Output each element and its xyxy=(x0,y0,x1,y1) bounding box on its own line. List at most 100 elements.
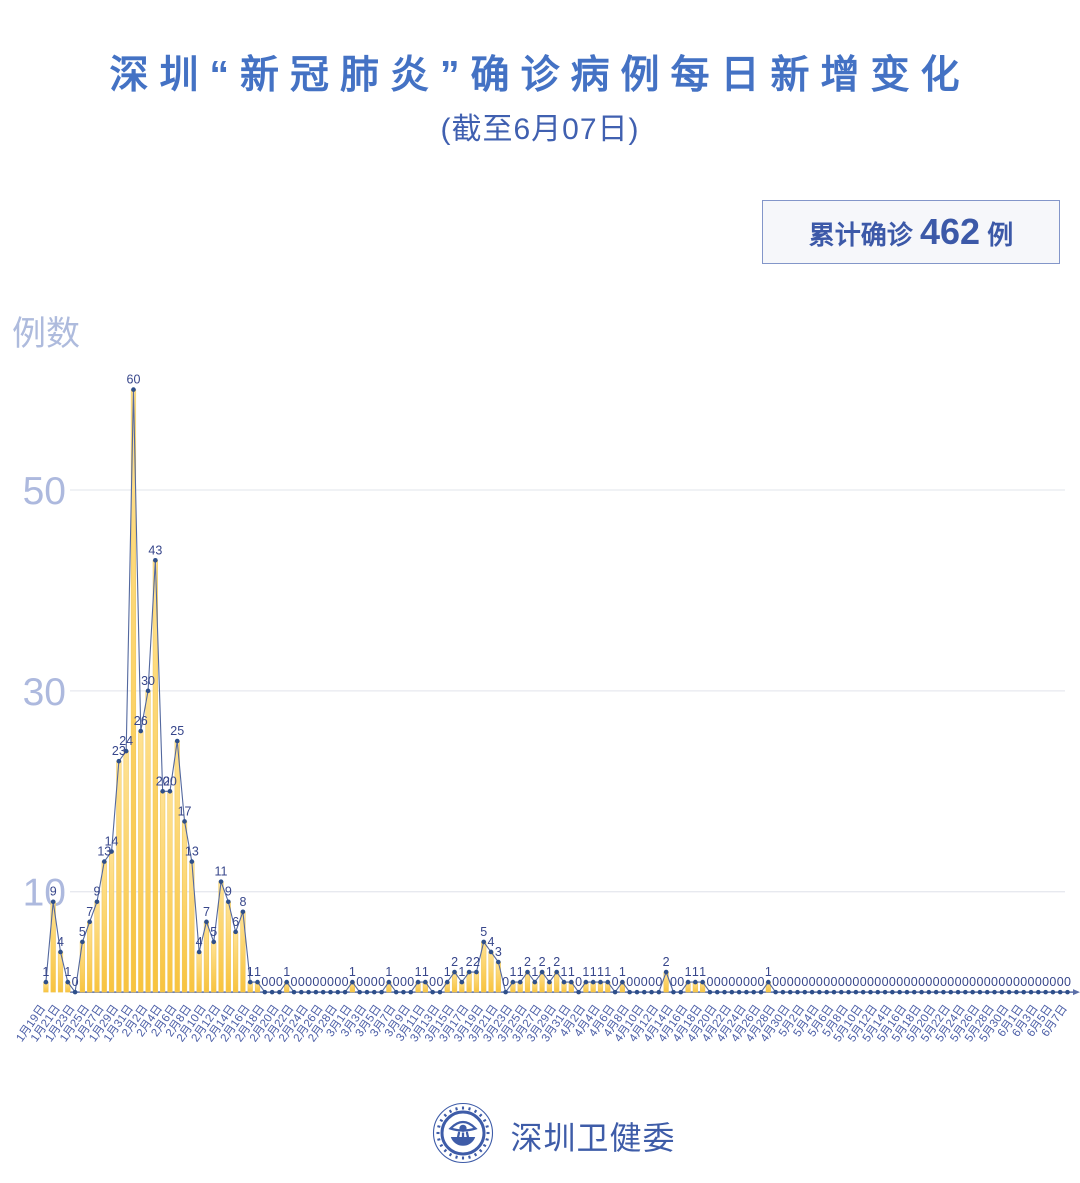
svg-text:0: 0 xyxy=(371,975,378,989)
svg-text:0: 0 xyxy=(641,975,648,989)
svg-text:2: 2 xyxy=(663,955,670,969)
svg-text:0: 0 xyxy=(342,975,349,989)
svg-text:0: 0 xyxy=(809,975,816,989)
svg-text:0: 0 xyxy=(794,975,801,989)
svg-text:0: 0 xyxy=(1006,975,1013,989)
svg-text:1: 1 xyxy=(247,965,254,979)
svg-text:2: 2 xyxy=(466,955,473,969)
svg-text:0: 0 xyxy=(896,975,903,989)
svg-text:0: 0 xyxy=(758,975,765,989)
svg-text:0: 0 xyxy=(320,975,327,989)
svg-text:0: 0 xyxy=(882,975,889,989)
svg-text:1: 1 xyxy=(517,965,524,979)
svg-text:1: 1 xyxy=(422,965,429,979)
svg-text:0: 0 xyxy=(925,975,932,989)
svg-text:0: 0 xyxy=(1064,975,1071,989)
svg-text:2: 2 xyxy=(451,955,458,969)
svg-text:4: 4 xyxy=(196,935,203,949)
svg-text:0: 0 xyxy=(312,975,319,989)
svg-text:0: 0 xyxy=(436,975,443,989)
svg-text:1: 1 xyxy=(444,965,451,979)
svg-text:1: 1 xyxy=(546,965,553,979)
svg-text:10: 10 xyxy=(23,872,66,915)
svg-text:0: 0 xyxy=(918,975,925,989)
svg-text:0: 0 xyxy=(1057,975,1064,989)
svg-text:0: 0 xyxy=(612,975,619,989)
svg-text:0: 0 xyxy=(903,975,910,989)
svg-text:1: 1 xyxy=(692,965,699,979)
svg-text:0: 0 xyxy=(743,975,750,989)
svg-text:0: 0 xyxy=(801,975,808,989)
svg-text:1: 1 xyxy=(415,965,422,979)
svg-text:0: 0 xyxy=(291,975,298,989)
svg-text:1: 1 xyxy=(619,965,626,979)
svg-text:0: 0 xyxy=(1028,975,1035,989)
svg-text:0: 0 xyxy=(356,975,363,989)
svg-text:0: 0 xyxy=(378,975,385,989)
svg-text:0: 0 xyxy=(750,975,757,989)
svg-text:9: 9 xyxy=(94,885,101,899)
svg-text:0: 0 xyxy=(867,975,874,989)
svg-text:1: 1 xyxy=(385,965,392,979)
svg-text:0: 0 xyxy=(633,975,640,989)
svg-text:0: 0 xyxy=(823,975,830,989)
svg-text:0: 0 xyxy=(393,975,400,989)
svg-text:20: 20 xyxy=(163,774,177,788)
svg-text:1: 1 xyxy=(699,965,706,979)
svg-text:5: 5 xyxy=(480,925,487,939)
svg-text:0: 0 xyxy=(1020,975,1027,989)
svg-text:0: 0 xyxy=(874,975,881,989)
svg-text:0: 0 xyxy=(969,975,976,989)
svg-text:2: 2 xyxy=(553,955,560,969)
svg-text:9: 9 xyxy=(50,885,57,899)
svg-text:1: 1 xyxy=(604,965,611,979)
svg-text:0: 0 xyxy=(772,975,779,989)
svg-text:0: 0 xyxy=(655,975,662,989)
svg-text:4: 4 xyxy=(57,935,64,949)
svg-text:1: 1 xyxy=(597,965,604,979)
svg-text:0: 0 xyxy=(714,975,721,989)
svg-text:0: 0 xyxy=(305,975,312,989)
svg-text:13: 13 xyxy=(185,845,199,859)
svg-text:0: 0 xyxy=(261,975,268,989)
svg-text:0: 0 xyxy=(947,975,954,989)
svg-text:30: 30 xyxy=(23,671,66,714)
svg-text:0: 0 xyxy=(269,975,276,989)
svg-text:0: 0 xyxy=(955,975,962,989)
svg-text:6: 6 xyxy=(232,915,239,929)
svg-text:0: 0 xyxy=(72,975,79,989)
svg-text:0: 0 xyxy=(962,975,969,989)
svg-text:0: 0 xyxy=(991,975,998,989)
svg-text:0: 0 xyxy=(677,975,684,989)
svg-text:1: 1 xyxy=(590,965,597,979)
svg-text:1: 1 xyxy=(254,965,261,979)
svg-text:0: 0 xyxy=(845,975,852,989)
svg-text:0: 0 xyxy=(327,975,334,989)
svg-text:0: 0 xyxy=(860,975,867,989)
svg-text:0: 0 xyxy=(575,975,582,989)
svg-text:25: 25 xyxy=(170,724,184,738)
svg-text:8: 8 xyxy=(239,895,246,909)
svg-text:0: 0 xyxy=(816,975,823,989)
svg-text:2: 2 xyxy=(524,955,531,969)
svg-text:0: 0 xyxy=(648,975,655,989)
svg-text:0: 0 xyxy=(706,975,713,989)
svg-text:0: 0 xyxy=(852,975,859,989)
svg-text:26: 26 xyxy=(134,714,148,728)
svg-text:1: 1 xyxy=(582,965,589,979)
svg-text:30: 30 xyxy=(141,674,155,688)
svg-text:1: 1 xyxy=(349,965,356,979)
svg-text:2: 2 xyxy=(539,955,546,969)
svg-text:0: 0 xyxy=(976,975,983,989)
svg-text:24: 24 xyxy=(119,734,133,748)
svg-text:7: 7 xyxy=(86,905,93,919)
svg-text:0: 0 xyxy=(334,975,341,989)
svg-text:0: 0 xyxy=(626,975,633,989)
svg-text:1: 1 xyxy=(42,965,49,979)
svg-text:0: 0 xyxy=(984,975,991,989)
svg-text:5: 5 xyxy=(79,925,86,939)
svg-text:1: 1 xyxy=(283,965,290,979)
svg-text:17: 17 xyxy=(178,804,192,818)
svg-text:1: 1 xyxy=(531,965,538,979)
svg-text:0: 0 xyxy=(779,975,786,989)
